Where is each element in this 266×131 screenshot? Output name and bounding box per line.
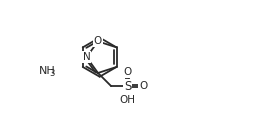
Text: NH: NH xyxy=(39,66,56,77)
Text: O: O xyxy=(94,36,102,46)
Text: OH: OH xyxy=(120,95,136,105)
Text: 3: 3 xyxy=(49,69,54,78)
Text: N: N xyxy=(83,52,90,62)
Text: S: S xyxy=(124,80,131,93)
Text: O: O xyxy=(139,81,147,91)
Text: O: O xyxy=(124,67,132,77)
